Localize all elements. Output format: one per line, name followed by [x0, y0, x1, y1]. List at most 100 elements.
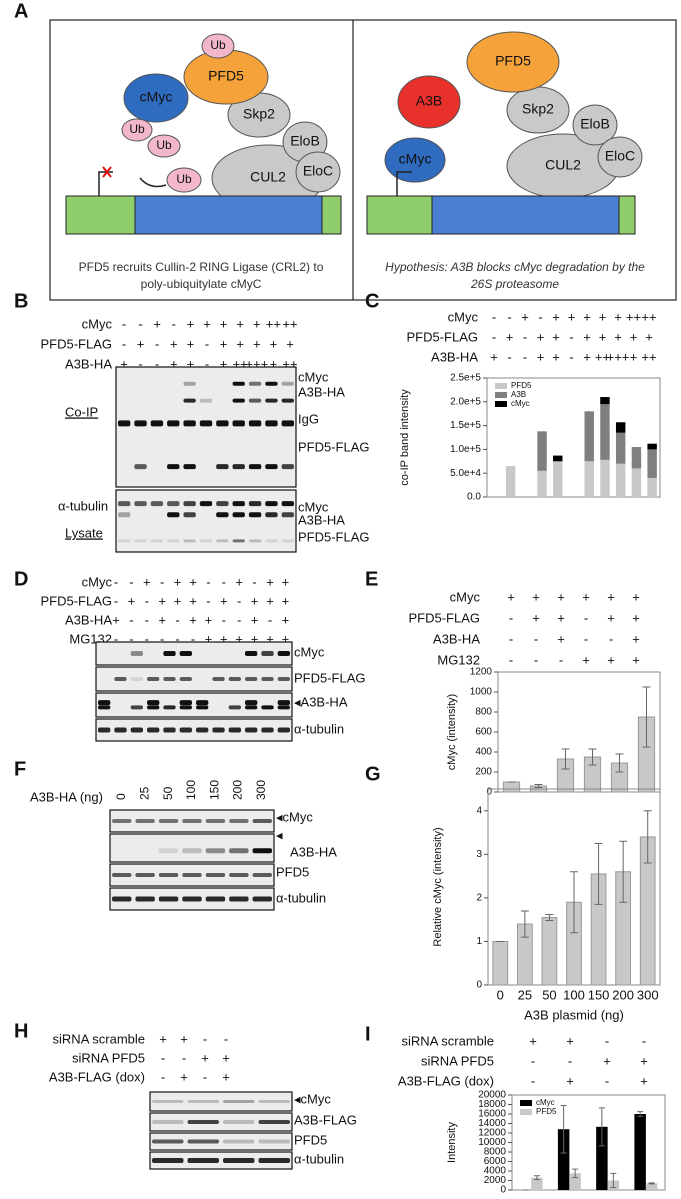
- band: [183, 539, 196, 543]
- promoter: [396, 171, 412, 196]
- panel-label: C: [365, 290, 379, 312]
- band: [187, 1120, 219, 1124]
- y-tick-label: 0: [476, 980, 482, 991]
- band: [112, 819, 132, 823]
- condition-label: A3B-HA: [433, 631, 480, 646]
- blot: [115, 489, 297, 553]
- error-bar: [615, 753, 624, 773]
- y-tick-label: 4000: [484, 1166, 507, 1177]
- condition-sign: +: [236, 316, 244, 331]
- band: [229, 896, 249, 902]
- error-bar: [643, 810, 652, 864]
- condition-sign: -: [175, 631, 179, 646]
- blot: [149, 1091, 293, 1112]
- condition-sign: +: [205, 631, 213, 646]
- band: [112, 896, 132, 902]
- condition-sign: -: [160, 574, 164, 589]
- condition-sign: +: [220, 631, 228, 646]
- condition-sign: -: [584, 610, 588, 625]
- band: [158, 819, 179, 823]
- y-tick-label: 800: [475, 707, 492, 718]
- band: [281, 539, 294, 543]
- error-bar: [572, 1168, 579, 1179]
- condition-sign: -: [237, 593, 241, 608]
- band: [205, 848, 226, 854]
- condition-label: A3B-HA: [65, 356, 112, 371]
- protein-label: CUL2: [545, 157, 581, 173]
- condition-sign: -: [205, 336, 209, 351]
- band: [277, 677, 290, 681]
- band: [118, 539, 131, 543]
- protein: [572, 104, 618, 146]
- condition-sign: -: [203, 1069, 207, 1084]
- band: [167, 512, 180, 518]
- error-bar: [619, 840, 628, 903]
- condition-sign: +: [137, 336, 145, 351]
- condition-sign: -: [534, 652, 538, 667]
- condition-label: cMyc: [448, 309, 479, 324]
- promoter-x: [102, 166, 112, 178]
- band: [277, 705, 290, 710]
- promoter: [98, 171, 113, 196]
- band: [258, 1100, 290, 1103]
- condition-sign: +: [607, 589, 615, 604]
- protein-label: EloB: [290, 133, 320, 149]
- band: [150, 539, 164, 543]
- condition-sign: +: [270, 336, 278, 351]
- band: [281, 420, 294, 427]
- condition-sign: -: [605, 1033, 609, 1048]
- dose: 150: [207, 780, 221, 800]
- band: [205, 896, 226, 902]
- x-tick-label: 25: [518, 987, 532, 1002]
- band: [281, 501, 294, 507]
- band: [205, 873, 226, 877]
- condition-sign: +: [282, 593, 290, 608]
- condition-sign: -: [206, 593, 210, 608]
- band-label: cMyc: [298, 499, 329, 514]
- bar: [505, 466, 516, 497]
- condition-sign: +: [286, 336, 294, 351]
- band: [135, 896, 155, 902]
- y-axis-label: cMyc (intensity): [446, 694, 458, 770]
- condition-sign: +: [235, 631, 243, 646]
- gene-5: [65, 195, 136, 235]
- condition-sign: +: [170, 336, 178, 351]
- band-label: cMyc: [298, 369, 329, 384]
- band: [232, 512, 245, 518]
- error-bar: [637, 1111, 644, 1117]
- bar: [596, 1126, 608, 1190]
- x-tick-label: 200: [612, 987, 634, 1002]
- condition-sign: -: [129, 631, 133, 646]
- band: [134, 539, 147, 543]
- error-bar: [534, 784, 543, 788]
- condition-sign: +: [220, 336, 228, 351]
- condition-sign: +: [582, 589, 590, 604]
- band: [163, 677, 176, 681]
- condition-sign: -: [559, 652, 563, 667]
- band: [134, 464, 147, 470]
- band: [232, 464, 245, 470]
- protein-label: PFD5: [495, 53, 531, 69]
- condition-sign: +: [599, 309, 607, 324]
- condition-sign: +: [120, 356, 128, 371]
- band-label: A3B-HA: [298, 512, 345, 527]
- condition-sign: +: [630, 349, 638, 364]
- condition-sign: +: [603, 1053, 611, 1068]
- band: [158, 896, 179, 902]
- band: [248, 381, 262, 386]
- band: [182, 819, 202, 823]
- condition-sign: -: [605, 1073, 609, 1088]
- band: [248, 512, 262, 518]
- band: [216, 464, 229, 470]
- band: [258, 1139, 290, 1144]
- condition-sign: -: [222, 612, 226, 627]
- band: [158, 873, 179, 877]
- condition-sign: +: [266, 631, 274, 646]
- y-axis-label: co-IP band intensity: [399, 389, 411, 486]
- band: [277, 727, 290, 733]
- condition-sign: -: [531, 1073, 535, 1088]
- band: [232, 501, 245, 507]
- band: [130, 727, 143, 733]
- protein: [597, 136, 643, 178]
